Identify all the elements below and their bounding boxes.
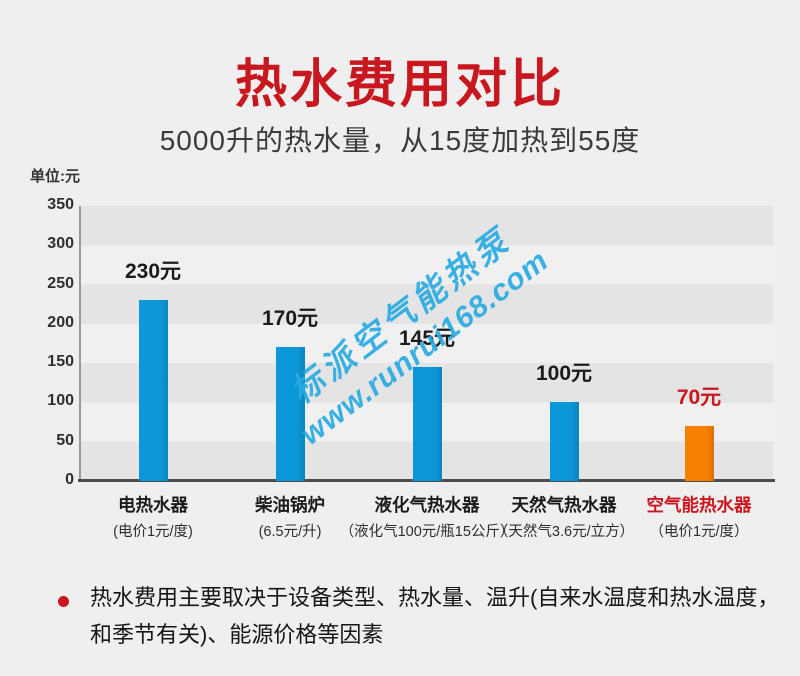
bar-value-label-3: 100元 <box>535 362 593 386</box>
category-label-4: 空气能热水器 <box>646 495 752 515</box>
category-note-4: （电价1元/度） <box>649 524 749 540</box>
bar-1 <box>275 347 305 481</box>
bar-4 <box>684 426 714 481</box>
y-tick-250: 250 <box>47 274 74 292</box>
bar-value-label-2: 145元 <box>398 327 456 351</box>
category-note-2: （液化气100元/瓶15公斤） <box>339 524 515 540</box>
category-note-3: （天然气3.6元/立方） <box>493 524 635 540</box>
y-tick-200: 200 <box>47 313 74 331</box>
y-tick-50: 50 <box>56 431 74 449</box>
category-label-3: 天然气热水器 <box>511 495 617 515</box>
chart-subtitle: 5000升的热水量，从15度加热到55度 <box>159 125 641 156</box>
footnote-bullet-dot <box>58 596 69 607</box>
category-note-0: (电价1元/度) <box>113 524 193 540</box>
footnote-line-1: 热水费用主要取决于设备类型、热水量、温升(自来水温度和热水温度， <box>90 585 780 610</box>
bar-value-label-4: 70元 <box>676 386 722 409</box>
category-label-1: 柴油锅炉 <box>255 495 325 515</box>
page-title: 热水费用对比 <box>234 56 565 114</box>
y-tick-150: 150 <box>47 353 74 371</box>
bar-value-label-0: 230元 <box>124 260 182 284</box>
y-axis-line <box>79 206 81 481</box>
category-label-2: 液化气热水器 <box>374 495 480 515</box>
y-tick-300: 300 <box>47 235 74 253</box>
bar-3 <box>549 402 579 481</box>
footnote-text: 热水费用主要取决于设备类型、热水量、温升(自来水温度和热水温度， 和季节有关)、… <box>90 579 790 653</box>
bar-value-label-1: 170元 <box>261 307 319 331</box>
y-tick-100: 100 <box>47 392 74 410</box>
footnote-line-2: 和季节有关)、能源价格等因素 <box>90 622 384 647</box>
y-tick-350: 350 <box>47 196 74 213</box>
bar-0 <box>138 300 168 481</box>
y-tick-0: 0 <box>65 471 74 488</box>
category-note-1: (6.5元/升) <box>258 524 322 540</box>
unit-label: 单位:元 <box>30 168 80 185</box>
bar-2 <box>412 367 442 481</box>
category-label-0: 电热水器 <box>118 495 188 515</box>
